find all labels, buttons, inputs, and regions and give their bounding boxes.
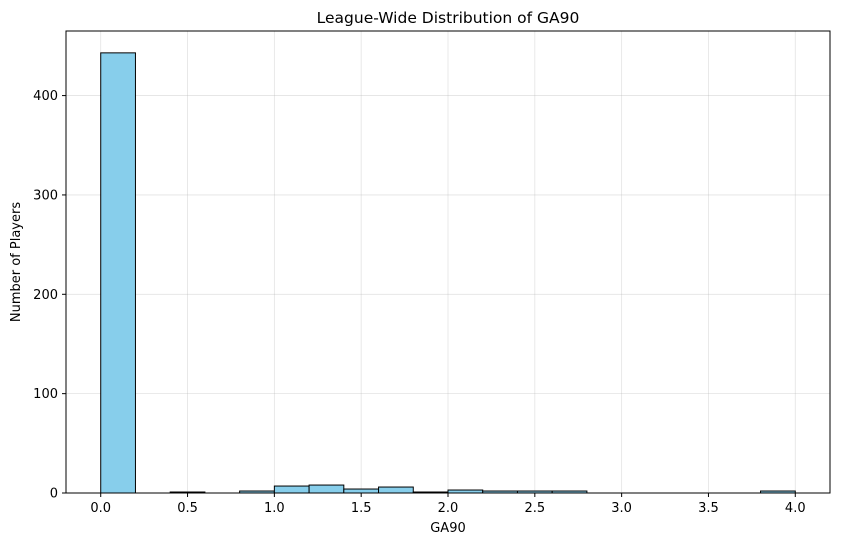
- x-tick-label: 2.5: [524, 501, 545, 516]
- x-tick-label: 3.0: [611, 501, 632, 516]
- x-tick-label: 2.0: [438, 501, 459, 516]
- x-tick-label: 0.0: [90, 501, 111, 516]
- histogram-bar: [343, 488, 380, 494]
- x-axis-label: GA90: [430, 521, 466, 536]
- y-tick-label: 400: [33, 89, 58, 104]
- histogram-bar: [308, 484, 345, 494]
- x-tick-label: 3.5: [698, 501, 719, 516]
- y-axis-label: Number of Players: [9, 202, 24, 322]
- y-tick-label: 0: [50, 487, 58, 502]
- x-tick-label: 4.0: [785, 501, 806, 516]
- histogram-bar: [100, 52, 136, 494]
- y-tick-label: 100: [33, 387, 58, 402]
- axis-ticks: 0.0 0.5 1.0 1.5 2.0 2.5 3.0 3.5 4.0 0 100 200 300 400: [33, 89, 805, 516]
- histogram-bars: [100, 52, 796, 494]
- chart-title: League-Wide Distribution of GA90: [317, 9, 580, 27]
- x-tick-label: 0.5: [177, 501, 198, 516]
- histogram-bar: [273, 485, 310, 494]
- x-tick-label: 1.0: [264, 501, 285, 516]
- y-tick-label: 200: [33, 288, 58, 303]
- histogram-bar: [378, 486, 414, 494]
- grid-lines: [66, 31, 830, 494]
- y-tick-label: 300: [33, 188, 58, 203]
- x-tick-label: 1.5: [351, 501, 372, 516]
